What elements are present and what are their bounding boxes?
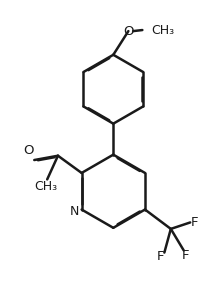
Text: F: F bbox=[156, 250, 164, 264]
Text: F: F bbox=[191, 216, 198, 229]
Text: F: F bbox=[182, 249, 190, 262]
Text: N: N bbox=[69, 205, 79, 218]
Text: CH₃: CH₃ bbox=[34, 181, 58, 193]
Text: O: O bbox=[24, 144, 34, 157]
Text: O: O bbox=[123, 25, 134, 38]
Text: CH₃: CH₃ bbox=[151, 23, 174, 37]
